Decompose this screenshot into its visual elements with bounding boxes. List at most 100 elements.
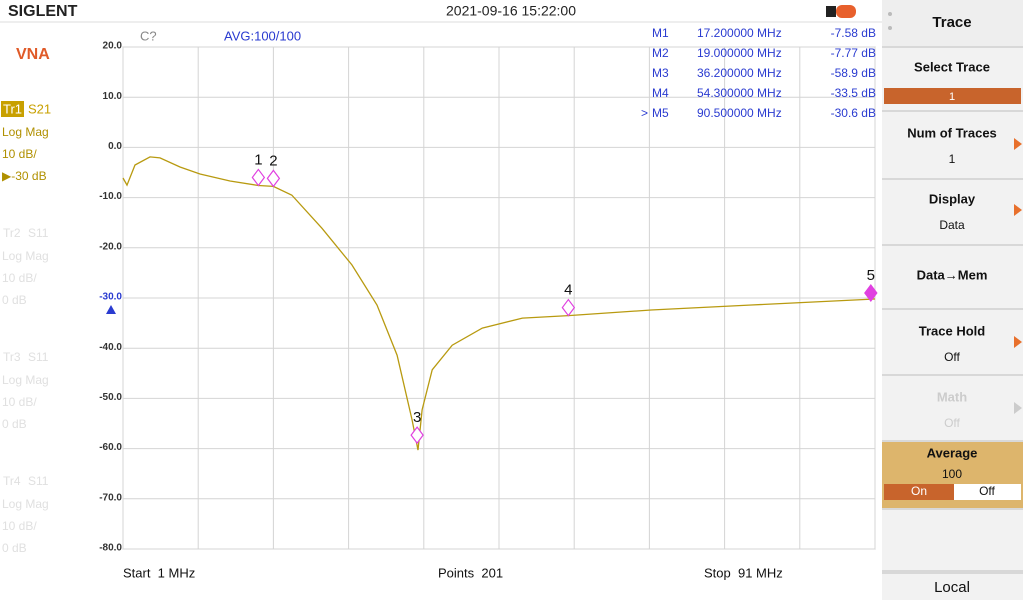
reference-marker xyxy=(106,305,116,314)
y-tick-label: -20.0 xyxy=(99,241,122,252)
marker xyxy=(864,284,878,303)
marker-number: 5 xyxy=(867,267,875,284)
y-tick-label: -70.0 xyxy=(99,492,122,503)
marker-value: -58.9 dB xyxy=(831,66,876,80)
softkey-disabled xyxy=(882,376,1023,440)
softkey-value: Data xyxy=(939,218,965,232)
trace-param: S21 xyxy=(28,101,51,116)
softkey[interactable] xyxy=(882,112,1023,178)
select-bar xyxy=(884,88,1021,104)
marker xyxy=(251,168,266,187)
local-label: Local xyxy=(934,579,970,596)
y-tick-label: -40.0 xyxy=(99,342,122,353)
grip xyxy=(888,12,892,16)
trace-ref: 0 dB xyxy=(2,417,27,431)
toggle-on-label: On xyxy=(911,484,927,498)
y-tick-label: 10.0 xyxy=(103,91,123,102)
points: Points 201 xyxy=(438,565,503,580)
trace-scale: 10 dB/ xyxy=(2,271,37,285)
trace-param: S11 xyxy=(28,350,49,364)
y-tick-label: -10.0 xyxy=(99,191,122,202)
marker-name: M1 xyxy=(652,26,669,40)
start-freq: Start 1 MHz xyxy=(123,565,195,580)
marker-value: -7.77 dB xyxy=(831,46,876,60)
usb-icon xyxy=(836,5,856,18)
marker-number: 2 xyxy=(269,152,277,169)
trace xyxy=(122,156,876,451)
menu-title-bg xyxy=(882,0,1023,46)
trace-id: Tr4 xyxy=(3,474,21,488)
softkey-value: Off xyxy=(944,416,960,430)
plot: 20.0 10.0 0.0 -10.0 -20.0 -30.0 -40.0 -50.0 -60.… xyxy=(99,26,878,554)
softkey-value: Off xyxy=(944,350,960,364)
marker-name: M3 xyxy=(652,66,669,80)
trace-scale: 10 dB/ xyxy=(2,395,37,409)
trace-format: Log Mag xyxy=(2,497,49,511)
trace-format: Log Mag xyxy=(2,249,49,263)
submenu-arrow xyxy=(1014,336,1022,348)
active-marker-prefix: > xyxy=(641,106,648,120)
marker-value: -30.6 dB xyxy=(831,106,876,120)
battery-icon xyxy=(826,6,836,17)
screen-bg xyxy=(0,0,882,600)
marker-number: 1 xyxy=(254,151,262,168)
toggle-off-label: Off xyxy=(979,484,995,498)
submenu-arrow xyxy=(1014,204,1022,216)
y-tick-label: -80.0 xyxy=(99,543,122,554)
trace-param: S11 xyxy=(28,474,49,488)
softkey-label: Select Trace xyxy=(914,59,990,74)
grip xyxy=(888,26,892,30)
marker-value: -33.5 dB xyxy=(831,86,876,100)
toggle-off xyxy=(954,484,1021,500)
marker-name: M5 xyxy=(652,106,669,120)
submenu-arrow xyxy=(1014,138,1022,150)
local-key[interactable] xyxy=(882,574,1023,600)
y-tick-label: 20.0 xyxy=(103,41,123,52)
marker xyxy=(561,298,576,317)
trace-ref: 0 dB xyxy=(2,293,27,307)
marker-name: M2 xyxy=(652,46,669,60)
marker-freq: 19.000000 MHz xyxy=(697,46,782,60)
marker-name: M4 xyxy=(652,86,669,100)
softkey-label: Num of Traces xyxy=(907,125,997,140)
trace-scale: 10 dB/ xyxy=(2,519,37,533)
y-tick-label: -60.0 xyxy=(99,442,122,453)
marker-number: 4 xyxy=(564,282,572,299)
marker-number: 3 xyxy=(413,409,421,426)
trace-format: Log Mag xyxy=(2,373,49,387)
marker xyxy=(410,426,424,445)
status: C? xyxy=(140,28,157,43)
mode: VNA xyxy=(16,46,50,63)
stop-freq: Stop 91 MHz xyxy=(704,565,783,580)
y-tick-label: 0.0 xyxy=(108,141,122,152)
softkey-label: Math xyxy=(937,389,967,404)
marker xyxy=(266,169,281,188)
marker-freq: 90.500000 MHz xyxy=(697,106,782,120)
trace-format: Log Mag xyxy=(2,125,49,139)
softkey[interactable] xyxy=(882,180,1023,244)
trace-ref: ▶-30 dB xyxy=(2,169,47,183)
softkey-menu: Trace Select Trace 1 Num of Traces 1 Dis… xyxy=(882,0,1023,600)
softkey-value: 1 xyxy=(949,152,956,166)
softkey-label: Data→Mem xyxy=(917,267,988,282)
submenu-arrow xyxy=(1014,402,1022,414)
averaging: AVG:100/100 xyxy=(224,28,301,43)
datetime: 2021-09-16 15:22:00 xyxy=(446,3,576,19)
trace-param: S11 xyxy=(28,226,49,240)
softkey-value: 100 xyxy=(942,467,962,481)
trace-id: Tr1 xyxy=(3,101,22,116)
softkey-label: Display xyxy=(929,191,976,206)
softkey-label: Average xyxy=(927,445,978,460)
marker-freq: 54.300000 MHz xyxy=(697,86,782,100)
softkey[interactable] xyxy=(882,246,1023,308)
softkey-value: 1 xyxy=(949,91,955,103)
trace-ref: 0 dB xyxy=(2,541,27,555)
active-trace-box xyxy=(1,101,24,117)
brand: SIGLENT xyxy=(8,3,78,20)
softkey[interactable] xyxy=(882,310,1023,374)
y-tick-label: -30.0 xyxy=(99,292,122,303)
marker-value: -7.58 dB xyxy=(831,26,876,40)
toggle-on xyxy=(884,484,954,500)
inactive-traces: Tr2 S11 Log Mag 10 dB/0 dB Tr3 S11 Log Mag 10 d… xyxy=(2,226,49,555)
